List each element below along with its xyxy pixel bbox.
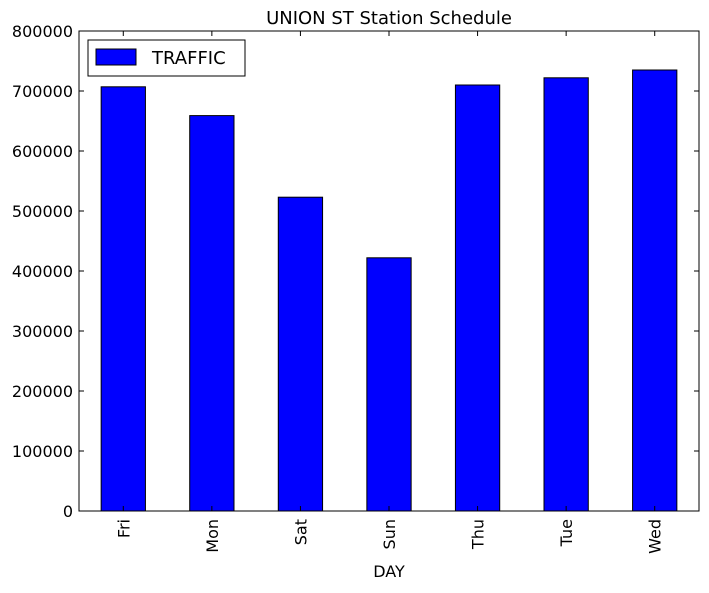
y-tick-label-300000: 300000 bbox=[12, 322, 73, 341]
y-tick-label-100000: 100000 bbox=[12, 442, 73, 461]
legend-swatch-traffic bbox=[95, 48, 137, 66]
x-tick-label-mon: Mon bbox=[203, 519, 222, 553]
y-tick-label-700000: 700000 bbox=[12, 82, 73, 101]
y-tick-label-200000: 200000 bbox=[12, 382, 73, 401]
y-axis: 0 100000 200000 300000 400000 500000 600000 700… bbox=[12, 22, 699, 521]
bar-tue bbox=[543, 77, 589, 512]
x-tick-label-fri: Fri bbox=[114, 519, 133, 538]
y-tick-label-600000: 600000 bbox=[12, 142, 73, 161]
bar-thu bbox=[454, 84, 501, 512]
bar-mon bbox=[189, 115, 235, 512]
y-tick-label-400000: 400000 bbox=[12, 262, 73, 281]
y-tick-label-800000: 800000 bbox=[12, 22, 73, 41]
x-tick-label-thu: Thu bbox=[469, 519, 488, 550]
x-tick-label-sun: Sun bbox=[380, 519, 399, 549]
bar-sat bbox=[277, 196, 324, 512]
legend: TRAFFIC bbox=[87, 39, 246, 77]
x-axis: Fri Mon Sat Sun Thu Tue Wed bbox=[114, 31, 665, 554]
bar-wed bbox=[632, 69, 678, 512]
x-tick-label-wed: Wed bbox=[646, 519, 665, 554]
y-tick-label-500000: 500000 bbox=[12, 202, 73, 221]
bars-layer bbox=[100, 69, 678, 512]
legend-label-traffic: TRAFFIC bbox=[151, 48, 226, 69]
bar-fri bbox=[100, 86, 146, 512]
x-tick-label-sat: Sat bbox=[291, 519, 310, 545]
x-axis-label: DAY bbox=[373, 562, 405, 581]
chart-title: UNION ST Station Schedule bbox=[266, 8, 512, 29]
x-tick-label-tue: Tue bbox=[557, 519, 576, 547]
y-tick-label-0: 0 bbox=[63, 502, 73, 521]
bar-sun bbox=[366, 257, 412, 512]
